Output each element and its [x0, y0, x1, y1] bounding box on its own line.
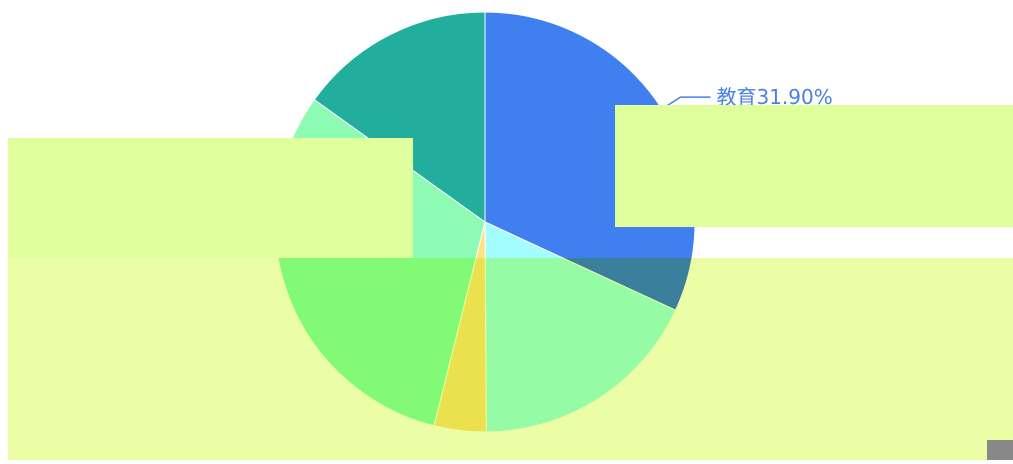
overlay-band-left	[8, 138, 413, 258]
overlay-band-bottom	[8, 258, 1013, 460]
corner-box	[987, 440, 1013, 460]
leader-line-0	[663, 96, 711, 109]
overlay-band-top-right	[615, 105, 1013, 227]
pie-slice-4[interactable]	[313, 11, 486, 223]
